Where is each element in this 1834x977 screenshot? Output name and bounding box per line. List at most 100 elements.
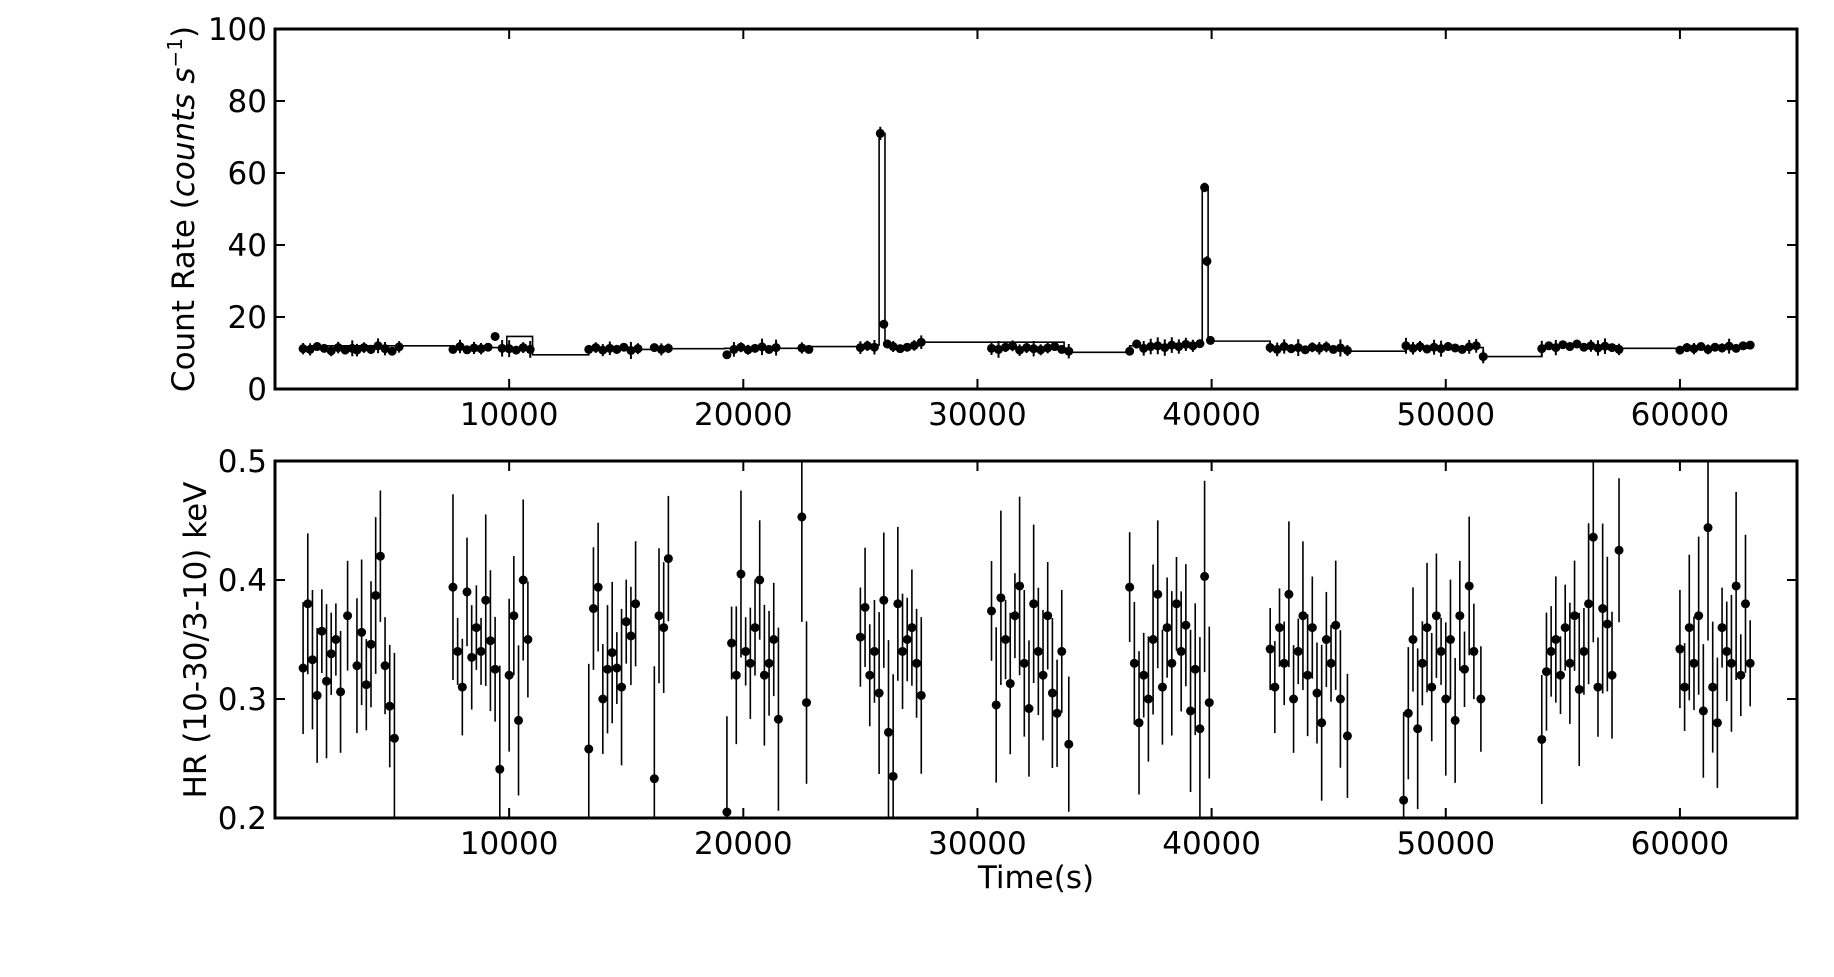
count-rate-point — [584, 344, 594, 354]
count-rate-x-ticks: 10000 20000 30000 40000 50000 60000 — [460, 29, 1729, 433]
hardness-ratio-point — [1427, 682, 1437, 692]
hardness-ratio-x-tick-label: 50000 — [1396, 826, 1495, 862]
hardness-ratio-point — [1019, 658, 1029, 668]
hardness-ratio-point — [987, 606, 997, 616]
count-rate-point — [1195, 339, 1205, 349]
count-rate-point — [1682, 343, 1692, 353]
hardness-ratio-point — [1602, 619, 1612, 629]
hardness-ratio-panel: 10000 20000 30000 40000 50000 60000 0.2 0.3 0.4… — [178, 444, 1799, 896]
count-rate-point — [909, 340, 919, 350]
hardness-ratio-point — [1001, 635, 1011, 644]
count-rate-x-tick-label: 10000 — [460, 397, 559, 433]
count-rate-point — [987, 343, 997, 353]
count-rate-point — [1342, 345, 1352, 355]
hardness-ratio-point — [1551, 635, 1561, 644]
hardness-ratio-point — [736, 569, 746, 579]
hardness-ratio-point — [1139, 670, 1149, 680]
hardness-ratio-point — [1195, 724, 1205, 734]
hardness-ratio-point — [584, 744, 594, 754]
hardness-ratio-point — [1162, 623, 1172, 633]
hardness-ratio-point — [1460, 664, 1470, 674]
count-rate-point — [1401, 341, 1411, 351]
hardness-ratio-point — [331, 635, 341, 644]
hardness-ratio-point — [1740, 599, 1750, 609]
hardness-ratio-point — [1029, 599, 1039, 609]
hardness-ratio-x-tick-label: 20000 — [694, 826, 793, 862]
count-rate-point — [497, 343, 507, 353]
hardness-ratio-point — [375, 551, 385, 561]
hardness-ratio-point — [1703, 523, 1713, 533]
count-rate-point — [591, 343, 601, 353]
count-rate-point — [1279, 342, 1289, 352]
hardness-ratio-point — [1335, 694, 1345, 704]
count-rate-y-tick-label: 80 — [228, 84, 267, 120]
hardness-ratio-point — [626, 631, 636, 641]
hardness-ratio-point — [366, 639, 376, 649]
hardness-ratio-point — [1125, 582, 1135, 592]
count-rate-point — [1307, 342, 1317, 352]
count-rate-point — [1043, 343, 1053, 353]
hardness-ratio-point — [907, 623, 917, 633]
hardness-ratio-point — [1289, 694, 1299, 704]
hardness-ratio-point — [659, 623, 669, 633]
count-rate-point — [326, 346, 336, 356]
count-rate-x-tick-label: 60000 — [1631, 397, 1730, 433]
hardness-ratio-point — [1560, 623, 1570, 633]
hardness-ratio-point — [912, 658, 922, 668]
hardness-ratio-point — [457, 682, 467, 692]
hardness-ratio-point — [326, 649, 336, 659]
count-rate-point — [633, 344, 643, 354]
count-rate-y-axis-label-suffix: ) — [166, 26, 202, 38]
count-rate-point — [1696, 342, 1706, 352]
count-rate-point — [462, 345, 472, 355]
hardness-ratio-point — [1431, 611, 1441, 621]
hardness-ratio-point — [1614, 545, 1624, 555]
count-rate-point — [797, 343, 807, 353]
hardness-ratio-point — [898, 646, 908, 656]
hardness-ratio-point — [1684, 623, 1694, 633]
count-rate-point — [333, 343, 343, 353]
hardness-ratio-point — [1033, 646, 1043, 656]
count-rate-point — [1335, 343, 1345, 353]
hardness-ratio-point — [1464, 581, 1474, 591]
hardness-ratio-x-tick-label: 40000 — [1162, 826, 1261, 862]
count-rate-point — [394, 342, 404, 352]
hardness-ratio-point — [1579, 646, 1589, 656]
hardness-ratio-point — [759, 670, 769, 680]
hardness-ratio-point — [602, 664, 612, 674]
hardness-ratio-point — [1312, 688, 1322, 698]
hardness-ratio-point — [1445, 635, 1455, 644]
hardness-ratio-point — [621, 617, 631, 627]
count-rate-point — [736, 342, 746, 352]
count-rate-point — [1146, 342, 1156, 352]
hardness-ratio-point — [797, 512, 807, 522]
hardness-ratio-point — [916, 690, 926, 700]
count-rate-point — [1478, 352, 1488, 362]
count-rate-point — [1160, 343, 1170, 353]
count-rate-point — [743, 345, 753, 355]
count-rate-point — [656, 344, 666, 354]
hardness-ratio-point — [1157, 682, 1167, 692]
count-rate-y-axis-label: Count Rate (counts s−1) — [163, 26, 202, 392]
hardness-ratio-point — [865, 670, 875, 680]
hardness-ratio-point — [1675, 644, 1685, 654]
hardness-ratio-x-tick-label: 30000 — [928, 826, 1027, 862]
count-rate-point — [1328, 344, 1338, 354]
count-rate-point — [1272, 344, 1282, 354]
hardness-ratio-point — [518, 575, 528, 585]
hardness-ratio-y-tick-label: 0.2 — [218, 801, 267, 837]
hardness-ratio-point — [598, 694, 608, 704]
hardness-ratio-point — [769, 635, 779, 644]
count-rate-point — [1029, 344, 1039, 354]
count-rate-y-ticks: 0 20 40 60 80 100 — [208, 12, 1797, 408]
hardness-ratio-point — [1422, 623, 1432, 633]
count-rate-y-tick-label: 60 — [228, 156, 267, 192]
hardness-ratio-point — [1574, 684, 1584, 694]
hardness-ratio-point — [888, 771, 898, 781]
hardness-ratio-point — [741, 646, 751, 656]
count-rate-point — [1607, 343, 1617, 353]
hardness-ratio-point — [1005, 679, 1015, 689]
hardness-ratio-y-tick-label: 0.5 — [218, 444, 267, 480]
hardness-ratio-point — [1565, 658, 1575, 668]
